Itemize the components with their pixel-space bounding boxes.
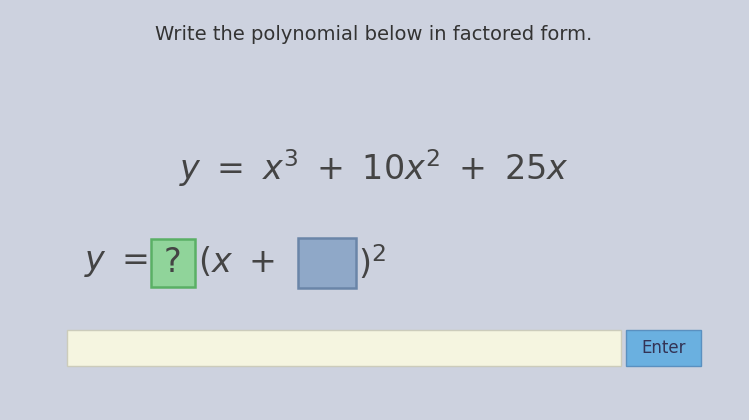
Text: Enter: Enter bbox=[641, 339, 686, 357]
Text: Write the polynomial below in factored form.: Write the polynomial below in factored f… bbox=[155, 26, 592, 45]
Text: $(x\ +$: $(x\ +$ bbox=[198, 246, 274, 279]
FancyBboxPatch shape bbox=[298, 237, 356, 288]
FancyBboxPatch shape bbox=[67, 330, 621, 366]
Text: $)^2$: $)^2$ bbox=[358, 243, 386, 282]
Text: ?: ? bbox=[164, 246, 182, 279]
Text: $y\ =$: $y\ =$ bbox=[84, 246, 148, 279]
Text: $y\ =\ x^3\ +\ 10x^2\ +\ 25x$: $y\ =\ x^3\ +\ 10x^2\ +\ 25x$ bbox=[179, 147, 568, 189]
FancyBboxPatch shape bbox=[626, 330, 701, 366]
FancyBboxPatch shape bbox=[151, 239, 195, 286]
